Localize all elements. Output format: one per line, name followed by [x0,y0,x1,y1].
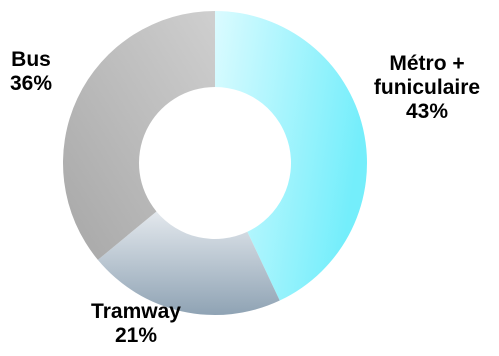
slice-bus [62,11,216,260]
label-tramway-name: Tramway [91,300,181,323]
label-metro-name-line2: funiculaire [373,76,481,99]
label-tramway-pct: 21% [114,324,158,347]
label-tramway: Tramway 21% [66,300,206,348]
slice-metro-funiculaire [215,11,367,301]
slices-group [62,11,367,315]
slice-tramway [97,211,280,315]
label-metro-pct: 43% [405,100,449,123]
label-bus-name: Bus [11,48,51,71]
label-bus-pct: 36% [9,72,53,95]
label-metro-funiculaire: Métro + funiculaire 43% [352,52,499,124]
label-metro-name-line1: Métro + [389,52,465,75]
label-bus: Bus 36% [0,48,62,96]
